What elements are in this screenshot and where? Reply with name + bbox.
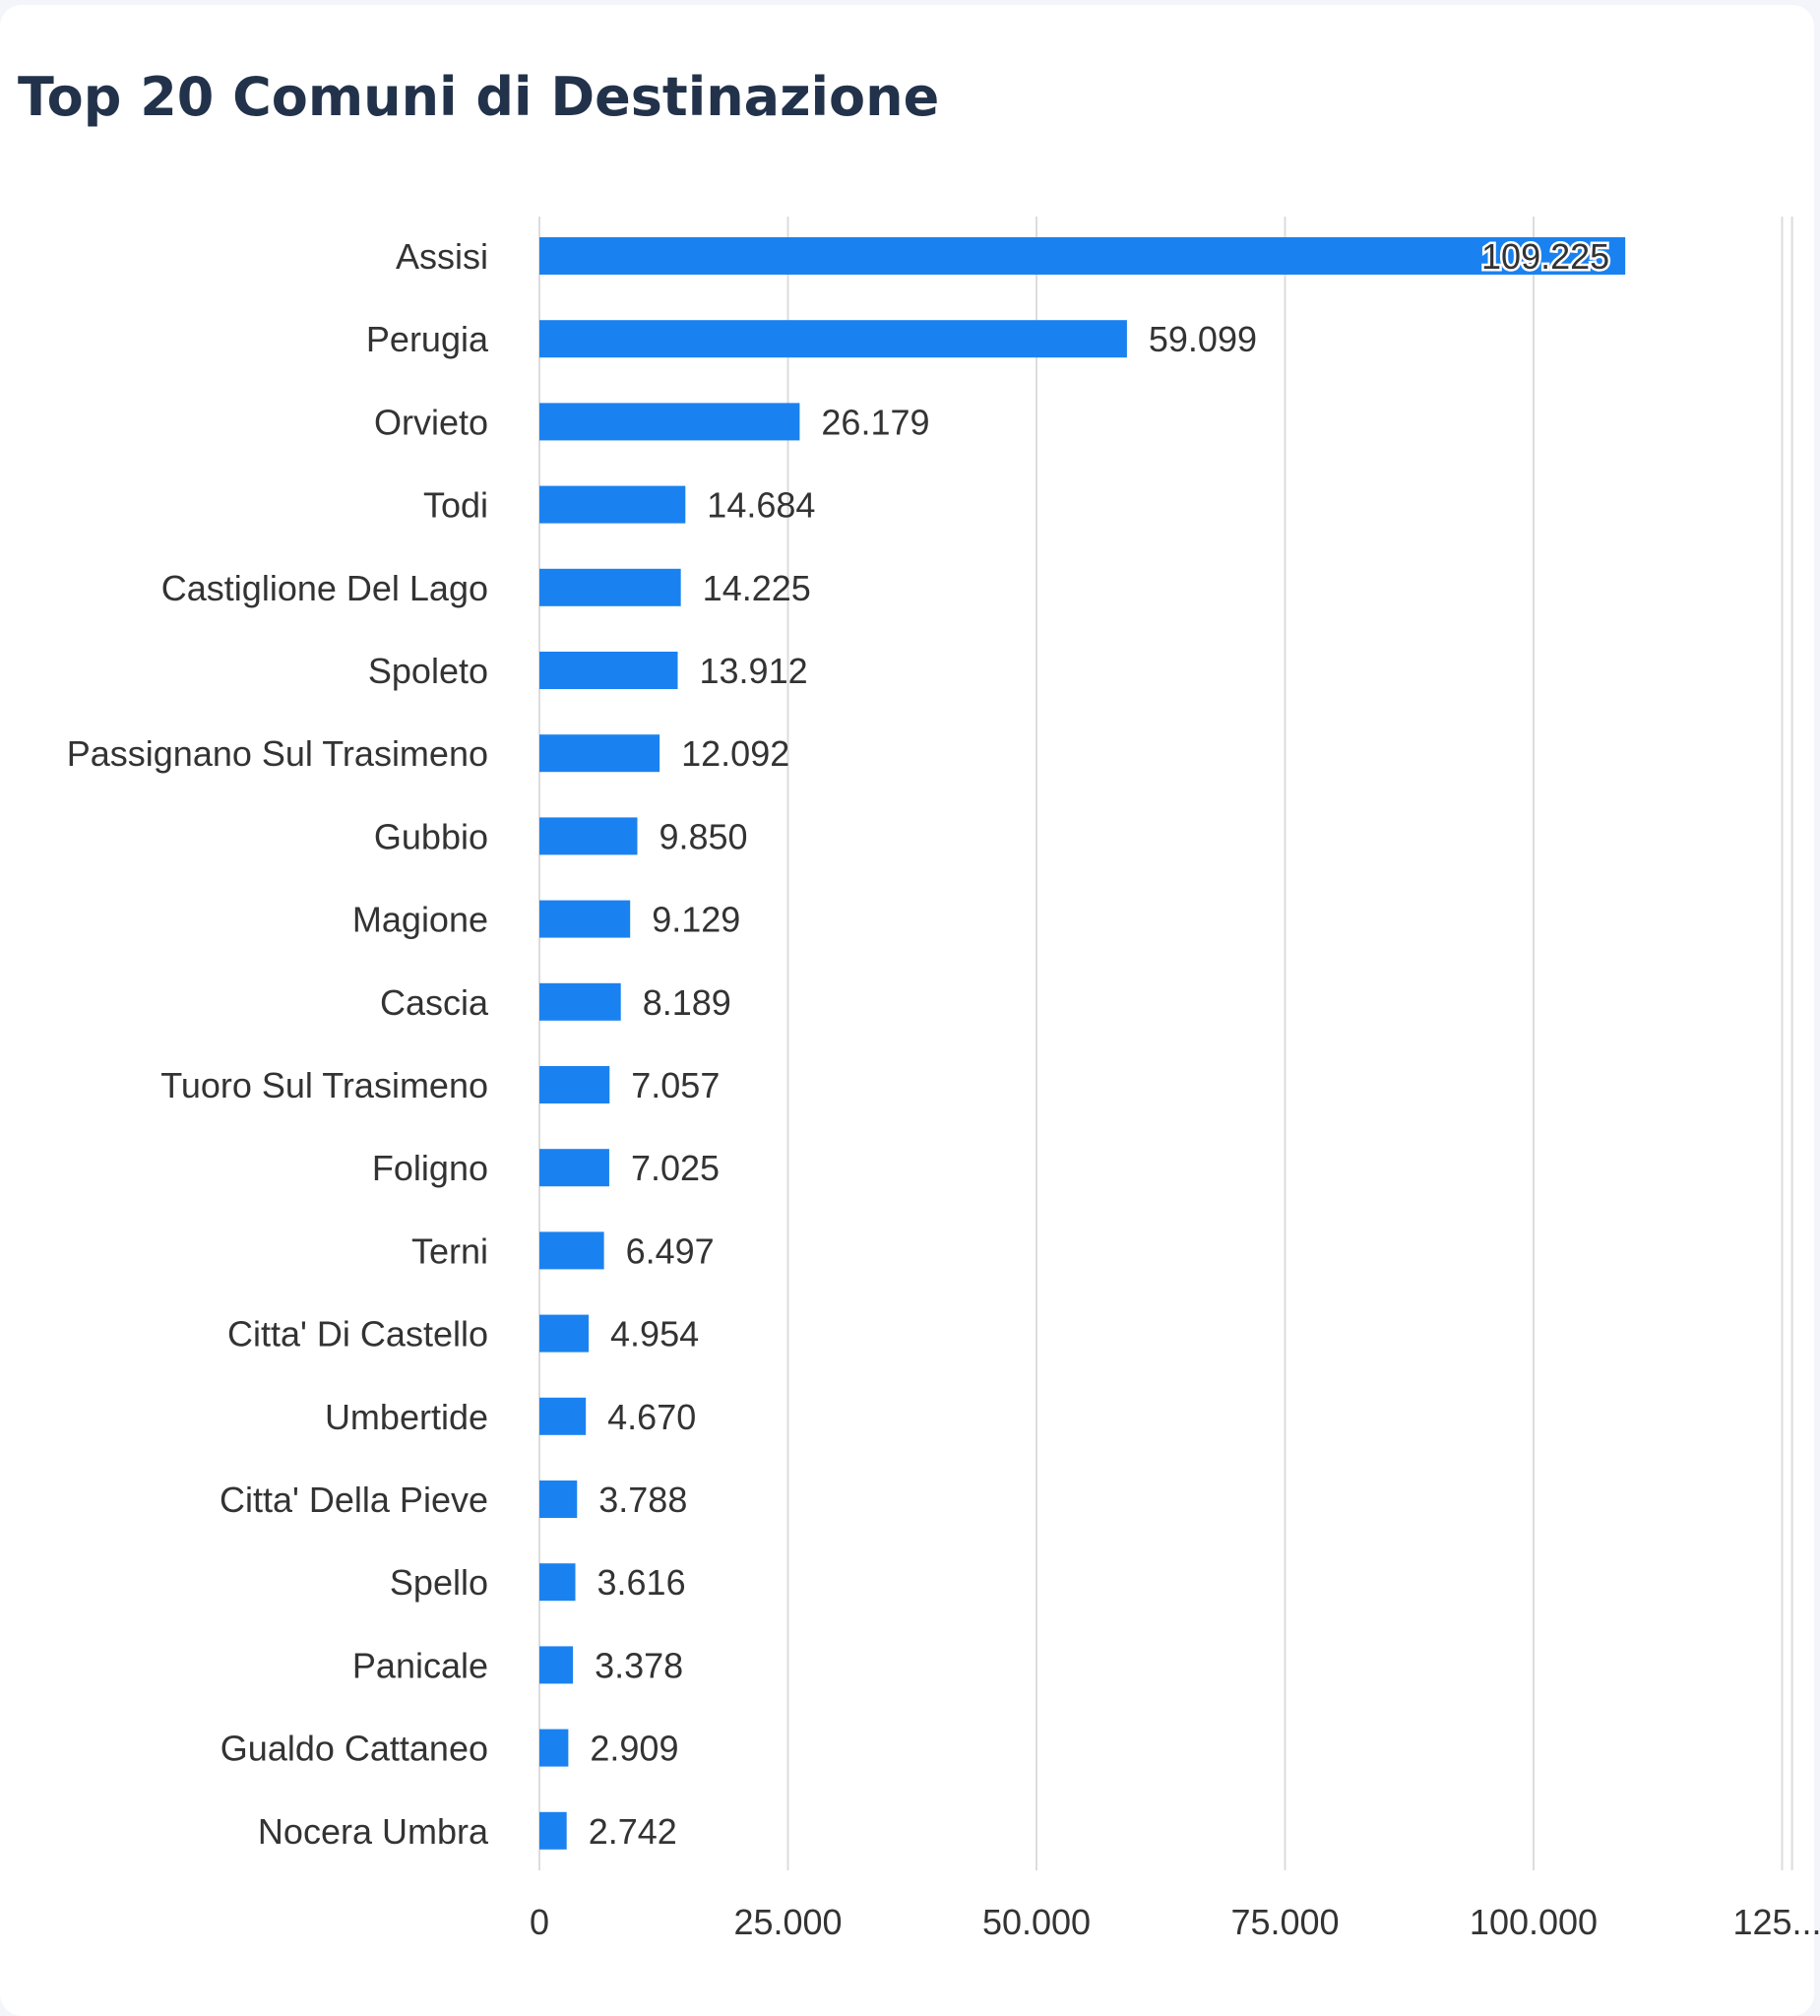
bar: [539, 817, 638, 855]
bar: [539, 1397, 587, 1435]
category-label: Assisi: [396, 236, 488, 277]
bar: [539, 1811, 567, 1850]
category-label: Gualdo Cattaneo: [220, 1729, 488, 1769]
category-label: Cascia: [380, 982, 489, 1023]
value-label: 14.225: [703, 568, 811, 608]
value-label: 3.616: [597, 1562, 686, 1603]
gridlines: [538, 217, 1793, 1870]
category-label: Tuoro Sul Trasimeno: [160, 1065, 488, 1105]
value-label: 8.189: [643, 982, 731, 1023]
x-tick-label: 25.000: [733, 1902, 842, 1942]
value-label: 7.025: [631, 1148, 720, 1188]
value-label: 6.497: [626, 1230, 715, 1271]
bar: [539, 1066, 610, 1103]
category-label: Spello: [390, 1562, 488, 1603]
bar: [539, 1231, 604, 1270]
bar: [539, 237, 1626, 275]
category-label: Passignano Sul Trasimeno: [67, 733, 488, 774]
bar: [539, 1563, 576, 1602]
bar: [539, 1646, 574, 1684]
x-tick-label: 50.000: [982, 1902, 1091, 1942]
category-label: Citta' Della Pieve: [220, 1480, 488, 1520]
bar: [539, 403, 800, 441]
value-label: 4.954: [610, 1314, 699, 1354]
x-tick-label: 125....: [1732, 1902, 1820, 1942]
value-label: 9.129: [652, 900, 740, 940]
category-label: Foligno: [372, 1148, 488, 1188]
bar: [539, 734, 660, 773]
bar: [539, 1314, 590, 1353]
category-label: Castiglione Del Lago: [161, 568, 488, 608]
category-label: Umbertide: [325, 1397, 488, 1437]
category-label: Orvieto: [374, 402, 488, 442]
bar: [539, 485, 686, 524]
category-label: Citta' Di Castello: [227, 1314, 488, 1354]
value-label: 26.179: [821, 402, 929, 442]
value-label: 7.057: [631, 1065, 720, 1105]
value-label: 9.850: [659, 816, 747, 856]
bar: [539, 900, 631, 938]
value-label: 12.092: [681, 733, 789, 774]
value-label: 3.788: [598, 1480, 687, 1520]
bar: [539, 982, 621, 1021]
x-tick-label: 75.000: [1230, 1902, 1339, 1942]
category-label: Terni: [411, 1230, 488, 1271]
category-label: Todi: [423, 485, 488, 526]
x-tick-label: 100.000: [1470, 1902, 1598, 1942]
value-label: 2.909: [590, 1729, 678, 1769]
bar: [539, 1480, 578, 1518]
category-label: Magione: [352, 900, 488, 940]
category-label: Perugia: [366, 319, 489, 359]
bar: [539, 568, 681, 606]
bar: [539, 320, 1127, 358]
labels: 0 25.000 50.000 75.000 100.000 125.... Assisi 1…: [67, 234, 1820, 1943]
category-label: Panicale: [352, 1645, 488, 1685]
bar: [539, 652, 678, 689]
category-label: Gubbio: [374, 816, 488, 856]
value-label: 2.742: [589, 1811, 677, 1852]
category-label: Nocera Umbra: [258, 1811, 489, 1852]
value-label: 4.670: [607, 1397, 696, 1437]
chart-title: Top 20 Comuni di Destinazione: [18, 66, 940, 128]
value-label: 14.684: [707, 485, 815, 526]
value-label: 13.912: [700, 651, 808, 691]
bar: [539, 1149, 609, 1187]
bars: [539, 237, 1626, 1850]
value-label: 59.099: [1149, 319, 1257, 359]
value-label: 3.378: [595, 1645, 683, 1685]
value-label: 109.225: [1481, 236, 1609, 277]
category-label: Spoleto: [368, 651, 488, 691]
bar: [539, 1729, 569, 1767]
x-tick-label: 0: [530, 1902, 549, 1942]
